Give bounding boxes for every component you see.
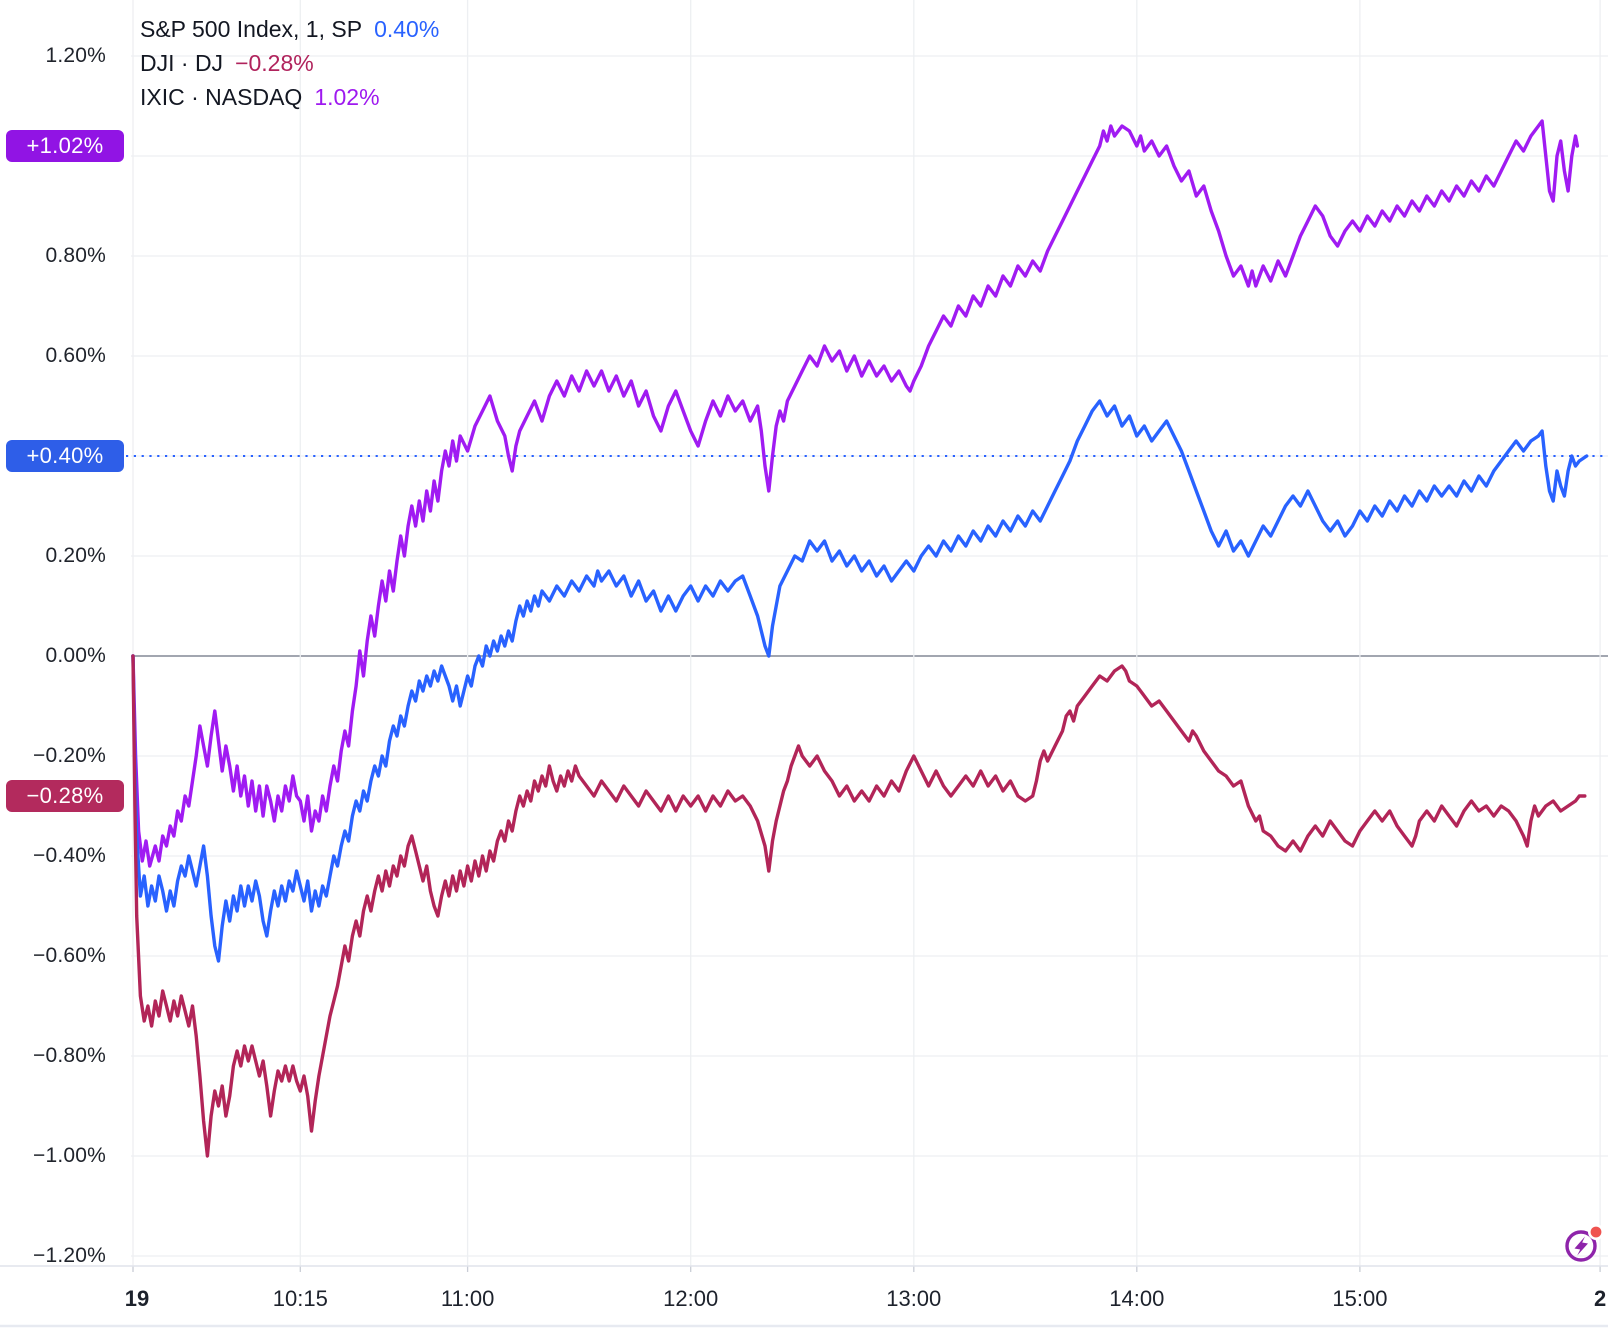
dji-line <box>131 654 1587 1158</box>
price-scale-label: 0.60% <box>45 344 106 367</box>
time-scale-label: 15:00 <box>1332 1286 1388 1311</box>
dji-series-title: DJI · DJ <box>140 50 224 76</box>
price-scale-label: 1.20% <box>45 44 106 67</box>
time-scale-label: 10:15 <box>272 1286 328 1311</box>
price-scale-label: −0.40% <box>32 844 106 867</box>
price-scale-label: 0.80% <box>45 244 106 267</box>
dji-last-price-badge: −0.28% <box>6 780 124 812</box>
time-scale-label: 11:00 <box>440 1286 495 1311</box>
price-scale-label: −1.20% <box>32 1244 106 1267</box>
time-scale-label: 13:00 <box>886 1286 942 1311</box>
price-scale-label: 0.20% <box>45 544 106 567</box>
price-scale-label: 0.00% <box>45 644 106 667</box>
time-scale-label: 2 <box>1593 1286 1607 1311</box>
flash-logo-icon <box>1565 1224 1604 1262</box>
ixic-line <box>131 119 1580 868</box>
price-scale-label: −0.80% <box>32 1044 106 1067</box>
legend-row-ixic[interactable]: IXIC · NASDAQ 1.02% <box>140 80 439 114</box>
sp500-change-value: 0.40% <box>374 16 440 42</box>
price-scale-label: −1.00% <box>32 1144 106 1167</box>
sp500-series-title: S&P 500 Index, 1, SP <box>140 16 363 42</box>
ixic-change-value: 1.02% <box>314 84 380 110</box>
sp-last-price-badge: +0.40% <box>6 440 124 472</box>
time-scale-label: 14:00 <box>1109 1286 1165 1311</box>
price-scale-label: −0.60% <box>32 944 106 967</box>
time-scale-label: 19 <box>124 1286 150 1311</box>
ixic-last-price-badge: +1.02% <box>6 130 124 162</box>
price-scale-label: −0.20% <box>32 744 106 767</box>
ixic-series-title: IXIC · NASDAQ <box>140 84 303 110</box>
logo-red-dot <box>1590 1226 1602 1238</box>
legend-row-dji[interactable]: DJI · DJ −0.28% <box>140 46 439 80</box>
dji-change-value: −0.28% <box>235 50 314 76</box>
time-scale-label: 12:00 <box>663 1286 719 1311</box>
legend: S&P 500 Index, 1, SP 0.40% DJI · DJ −0.28%… <box>140 12 439 114</box>
sp-line <box>131 399 1589 963</box>
legend-row-sp500[interactable]: S&P 500 Index, 1, SP 0.40% <box>140 12 439 46</box>
